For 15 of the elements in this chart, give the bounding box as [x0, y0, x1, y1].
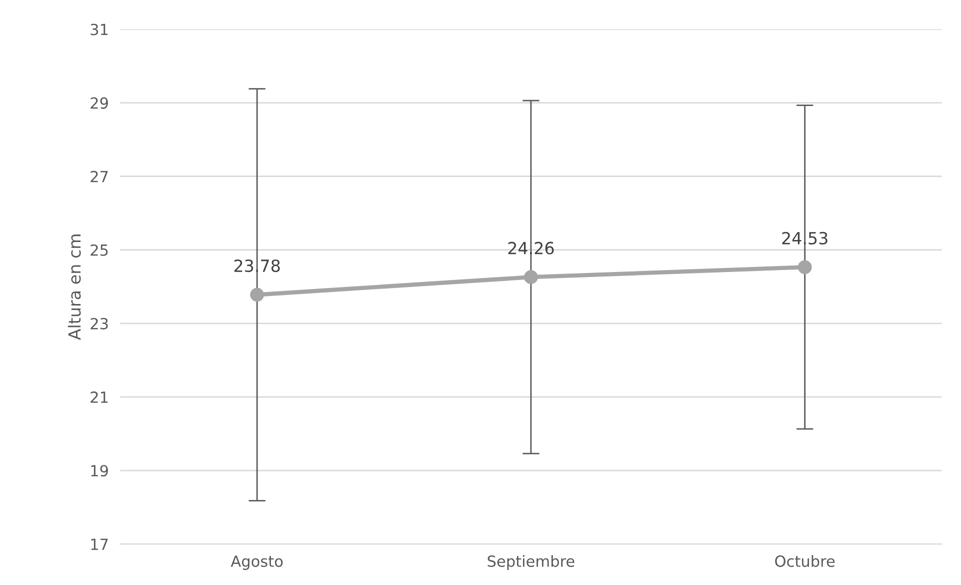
y-tick-label: 29 — [90, 97, 108, 109]
x-tick-label: Septiembre — [488, 555, 574, 570]
y-tick-label: 17 — [91, 538, 108, 550]
y-tick-label: 27 — [90, 170, 108, 182]
point — [524, 270, 538, 284]
point — [250, 288, 264, 302]
y-axis-title: Altura en cm — [68, 234, 81, 340]
y-tick-label: 21 — [90, 391, 108, 403]
y-tick-label: 25 — [90, 244, 108, 256]
x-tick-label: Agosto — [230, 556, 283, 570]
y-tick-label: 23 — [90, 318, 108, 330]
point — [798, 260, 812, 274]
y-tick-label: 19 — [91, 464, 108, 477]
x-tick-label: Octubre — [775, 555, 835, 567]
y-tick-label: 31 — [90, 24, 108, 36]
